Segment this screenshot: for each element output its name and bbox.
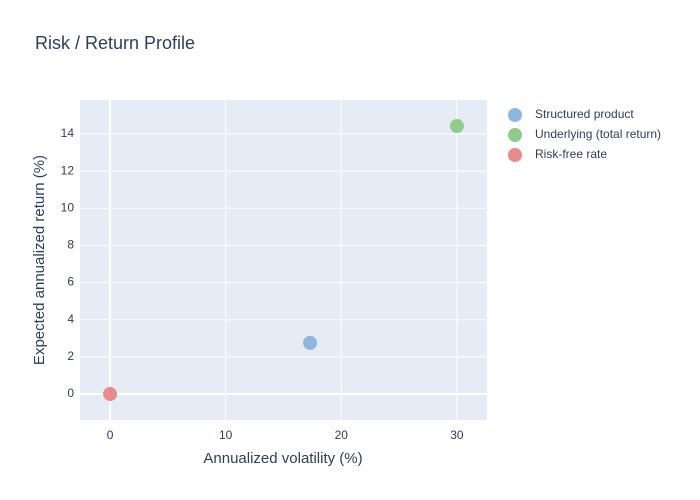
legend-marker — [508, 108, 522, 122]
legend-marker — [508, 148, 522, 162]
y-tick-label: 12 — [61, 163, 75, 177]
y-tick-label: 6 — [67, 275, 74, 289]
chart-title: Risk / Return Profile — [35, 33, 195, 53]
x-tick-label: 10 — [219, 428, 233, 442]
legend-label: Structured product — [535, 107, 634, 121]
legend-label: Risk-free rate — [535, 147, 607, 161]
y-tick-label: 8 — [67, 238, 74, 252]
y-tick-label: 14 — [61, 126, 75, 140]
x-axis-label: Annualized volatility (%) — [203, 450, 362, 467]
y-tick-label: 0 — [67, 386, 74, 400]
plot-area — [80, 100, 487, 420]
x-tick-label: 20 — [335, 428, 349, 442]
point — [303, 335, 318, 350]
x-tick-label: 0 — [107, 428, 114, 442]
y-tick-label: 2 — [67, 349, 74, 363]
legend-label: Underlying (total return) — [535, 127, 661, 141]
legend-marker — [508, 128, 522, 142]
x-tick-label: 30 — [450, 428, 464, 442]
y-tick-label: 10 — [61, 200, 75, 214]
point — [449, 119, 464, 134]
point — [103, 386, 118, 401]
y-tick-label: 4 — [67, 312, 74, 326]
y-axis-label: Expected annualized return (%) — [31, 155, 48, 365]
